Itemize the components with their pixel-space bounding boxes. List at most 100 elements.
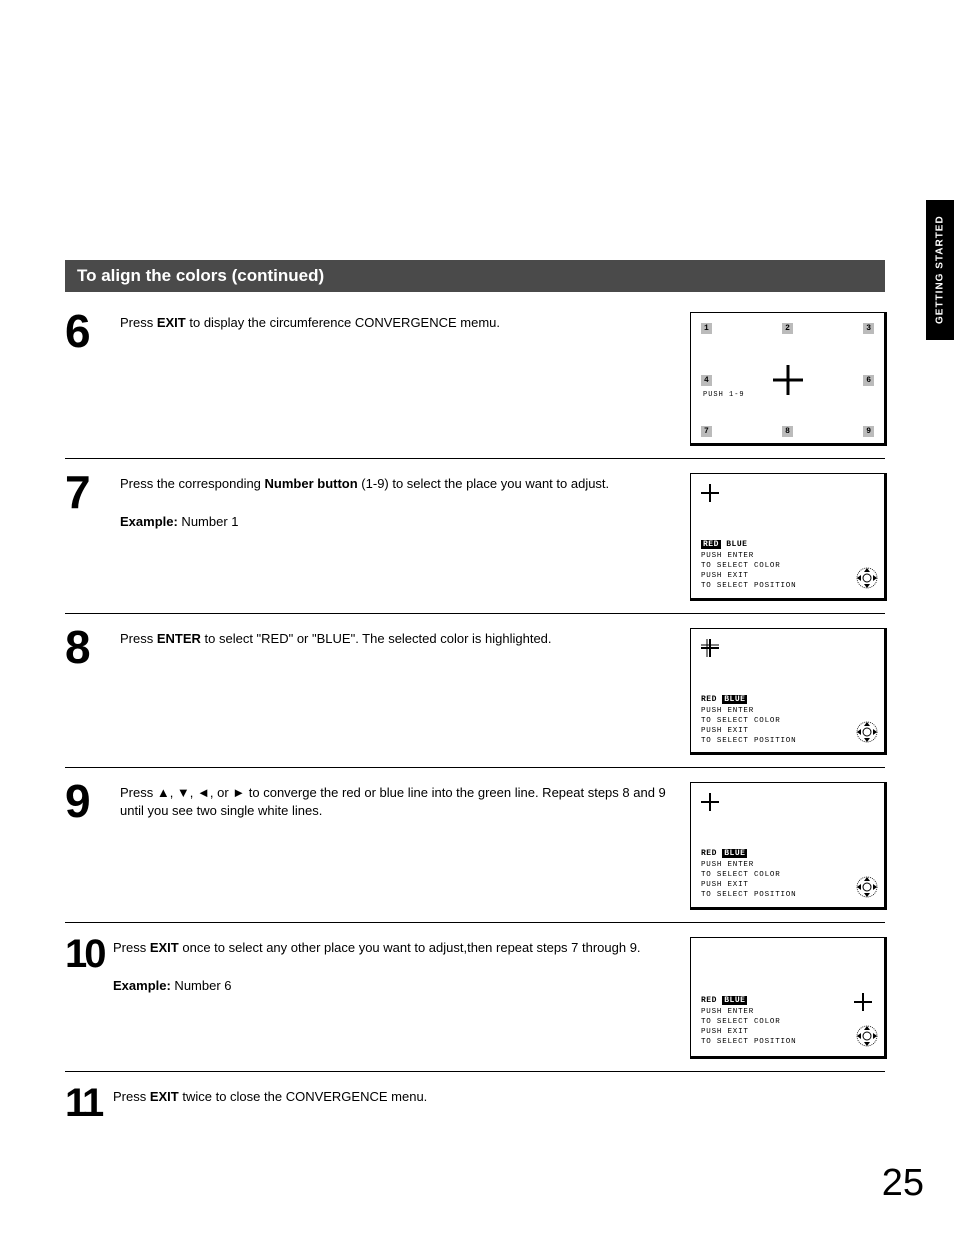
cell-1: 1 [701, 323, 712, 334]
step-number: 9 [65, 782, 120, 821]
l: TO SELECT COLOR [701, 1017, 874, 1027]
color-labels: RED BLUE [701, 849, 874, 858]
l: PUSH ENTER [701, 860, 874, 870]
step-11: 11 Press EXIT twice to close the CONVERG… [65, 1086, 885, 1134]
section-header: To align the colors (continued) [65, 260, 885, 292]
screen-lines: PUSH ENTER TO SELECT COLOR PUSH EXIT TO … [701, 860, 874, 901]
grid-9: 1 2 3 4 6 7 8 9 [701, 323, 874, 437]
screen-diagram: RED BLUE PUSH ENTER TO SELECT COLOR PUSH… [690, 473, 885, 599]
screen-diagram: RED BLUE PUSH ENTER TO SELECT COLOR PUSH… [690, 782, 885, 908]
l: TO SELECT POSITION [701, 1037, 874, 1047]
spacer [701, 948, 874, 996]
l: PUSH EXIT [701, 880, 874, 890]
dpad-icon [856, 1025, 878, 1050]
step-text: Press EXIT to display the circumference … [120, 312, 690, 332]
step-text: Press EXIT once to select any other plac… [113, 937, 690, 995]
cross-icon [701, 639, 874, 660]
cross-icon [701, 793, 874, 814]
l: TO SELECT POSITION [701, 581, 874, 591]
t: Press [113, 940, 150, 955]
color-labels: RED BLUE [701, 695, 874, 704]
t: to display the circumference CONVERGENCE… [186, 315, 500, 330]
step-6: 6 Press EXIT to display the circumferenc… [65, 312, 885, 459]
step-text: Press ENTER to select "RED" or "BLUE". T… [120, 628, 690, 648]
example-label: Example: [113, 978, 171, 993]
example-label: Example: [120, 514, 178, 529]
l: PUSH EXIT [701, 726, 874, 736]
cell-3: 3 [863, 323, 874, 334]
blue-label: BLUE [722, 695, 747, 704]
l: TO SELECT COLOR [701, 870, 874, 880]
cell-4: 4 [701, 375, 712, 386]
screen-diagram: 1 2 3 4 6 7 8 9 PUSH 1-9 [690, 312, 885, 444]
t: Number button [265, 476, 358, 491]
step-number: 10 [65, 937, 113, 971]
t: (1-9) to select the place you want to ad… [358, 476, 609, 491]
push-label: PUSH 1-9 [703, 391, 745, 399]
t: Press ▲, ▼, ◄, or ► to converge the red … [120, 785, 666, 818]
t: twice to close the CONVERGENCE menu. [179, 1089, 428, 1104]
cell-7: 7 [701, 426, 712, 437]
t: Press [120, 631, 157, 646]
t: Press [113, 1089, 150, 1104]
blue-label: BLUE [722, 996, 747, 1005]
blue-label: BLUE [722, 849, 747, 858]
step-text: Press EXIT twice to close the CONVERGENC… [113, 1086, 885, 1106]
side-tab: GETTING STARTED [926, 200, 954, 340]
screen-diagram: RED BLUE PUSH ENTER TO SELECT COLOR PUSH… [690, 628, 885, 754]
screen-diagram: RED BLUE PUSH ENTER TO SELECT COLOR PUSH… [690, 937, 885, 1057]
example-val: Number 1 [178, 514, 239, 529]
t: once to select any other place you want … [179, 940, 641, 955]
t: Press [120, 315, 157, 330]
l: TO SELECT COLOR [701, 561, 874, 571]
page-number: 25 [882, 1162, 924, 1205]
cell-9: 9 [863, 426, 874, 437]
t: to select "RED" or "BLUE". The selected … [201, 631, 552, 646]
t: EXIT [150, 940, 179, 955]
cross-icon [854, 993, 872, 1014]
l: PUSH EXIT [701, 1027, 874, 1037]
step-number: 8 [65, 628, 120, 667]
step-7: 7 Press the corresponding Number button … [65, 473, 885, 614]
cell-2: 2 [782, 323, 793, 334]
screen-lines: PUSH ENTER TO SELECT COLOR PUSH EXIT TO … [701, 1007, 874, 1048]
dpad-icon [856, 876, 878, 901]
step-9: 9 Press ▲, ▼, ◄, or ► to converge the re… [65, 782, 885, 923]
l: PUSH ENTER [701, 1007, 874, 1017]
step-text: Press the corresponding Number button (1… [120, 473, 690, 531]
cross-icon [701, 484, 874, 505]
step-number: 11 [65, 1086, 113, 1120]
screen-lines: PUSH ENTER TO SELECT COLOR PUSH EXIT TO … [701, 706, 874, 747]
step-number: 7 [65, 473, 120, 512]
screen-lines: PUSH ENTER TO SELECT COLOR PUSH EXIT TO … [701, 551, 874, 592]
step-10: 10 Press EXIT once to select any other p… [65, 937, 885, 1072]
step-text: Press ▲, ▼, ◄, or ► to converge the red … [120, 782, 690, 820]
l: PUSH EXIT [701, 571, 874, 581]
l: TO SELECT COLOR [701, 716, 874, 726]
l: PUSH ENTER [701, 551, 874, 561]
cell-8: 8 [782, 426, 793, 437]
red-label: RED [701, 849, 717, 858]
dpad-icon [856, 567, 878, 592]
dpad-icon [856, 721, 878, 746]
step-8: 8 Press ENTER to select "RED" or "BLUE".… [65, 628, 885, 769]
t: EXIT [150, 1089, 179, 1104]
t: Press the corresponding [120, 476, 265, 491]
l: PUSH ENTER [701, 706, 874, 716]
page-content: To align the colors (continued) 6 Press … [65, 260, 885, 1148]
center-cross-icon [771, 363, 805, 397]
l: TO SELECT POSITION [701, 890, 874, 900]
example-val: Number 6 [171, 978, 232, 993]
step-number: 6 [65, 312, 120, 351]
example: Example: Number 1 [120, 513, 670, 531]
red-label: RED [701, 540, 721, 549]
red-label: RED [701, 695, 717, 704]
t: EXIT [157, 315, 186, 330]
blue-label: BLUE [726, 540, 747, 549]
t: ENTER [157, 631, 201, 646]
l: TO SELECT POSITION [701, 736, 874, 746]
color-labels: RED BLUE [701, 540, 874, 549]
example: Example: Number 6 [113, 977, 670, 995]
cell-6: 6 [863, 375, 874, 386]
color-labels: RED BLUE [701, 996, 874, 1005]
